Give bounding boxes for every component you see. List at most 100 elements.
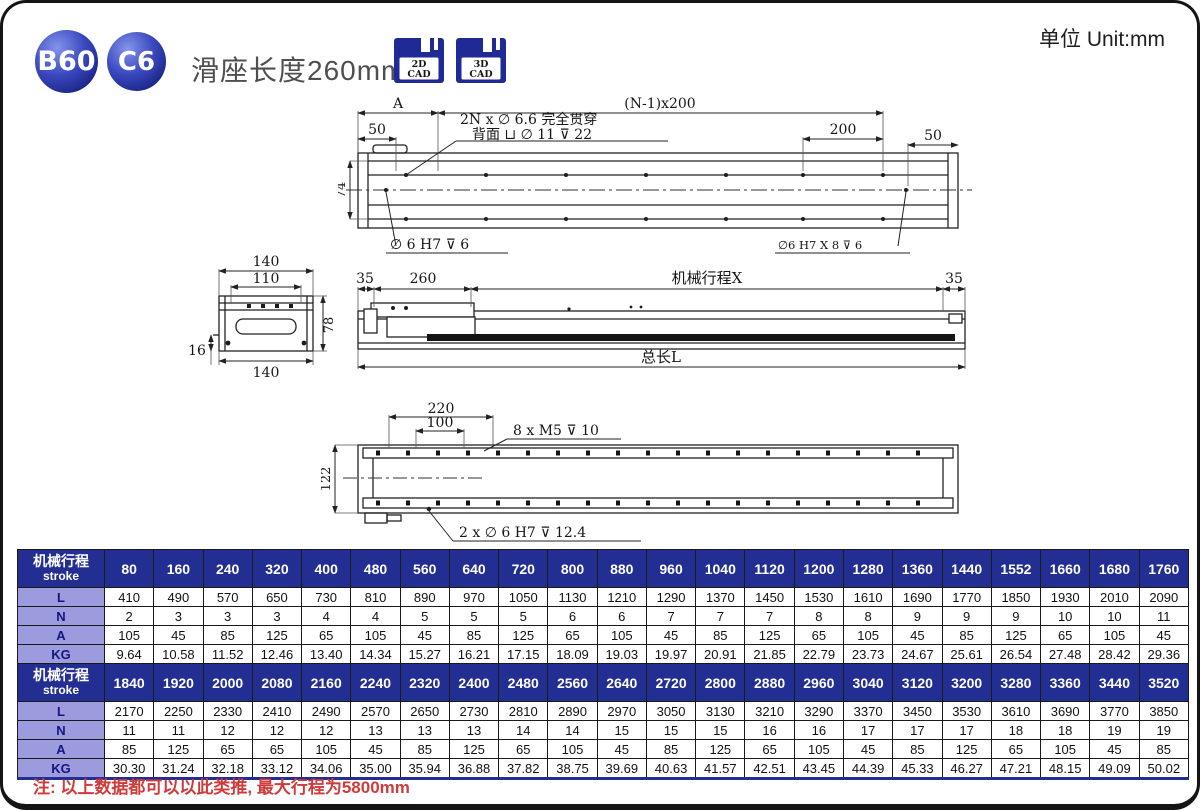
value-cell: 42.51 [744,758,795,779]
value-cell: 13 [350,720,401,740]
value-cell: 45 [1138,625,1190,645]
stroke-header-cell: 1120 [744,549,795,588]
value-cell: 1770 [941,587,992,607]
value-cell: 19 [1138,720,1190,740]
value-cell: 105 [596,625,647,645]
value-cell: 37.82 [498,758,549,779]
value-cell: 2250 [153,701,204,721]
stroke-header-cell: 2400 [448,663,500,702]
stroke-header-cell: 2320 [399,663,450,702]
value-cell: 3530 [941,701,992,721]
value-cell: 65 [1040,625,1091,645]
stroke-header-cell: 2160 [301,663,352,702]
stroke-header-cell: 1200 [793,549,844,588]
table-row: L 410 490 570 650 730 810 890 970 1050 1130 1210 129… [17,587,1190,607]
value-cell: 14 [498,720,549,740]
stroke-header-cell: 320 [251,549,303,588]
slider-block [370,302,475,318]
value-cell: 26.54 [990,644,1042,664]
row-label-cell: A [17,739,105,759]
stroke-header-cell: 400 [301,549,352,588]
value-cell: 7 [744,606,795,626]
table-row: KG 9.64 10.58 11.52 12.46 13.40 14.34 15.27 16.2… [17,644,1190,664]
stroke-header-cell: 880 [596,549,647,588]
grease-port [372,144,408,154]
stroke-label-zh: 机械行程 [33,667,89,684]
stroke-header-cell: 1552 [990,549,1042,588]
value-cell: 2010 [1089,587,1140,607]
unit-label: 单位 Unit:mm [1039,28,1165,51]
value-cell: 50.02 [1138,758,1190,779]
value-cell: 45 [153,625,204,645]
value-cell: 125 [448,739,500,759]
value-cell: 13 [399,720,450,740]
value-cell: 1690 [892,587,943,607]
value-cell: 4 [350,606,401,626]
value-cell: 105 [1040,739,1091,759]
value-cell: 45 [645,625,697,645]
stroke-header-label: 机械行程 stroke [17,549,105,588]
value-cell: 18 [1040,720,1091,740]
tap-note: 8 x M5 ⊽ 10 [513,423,599,439]
side-view-drawing: 35 260 机械行程X 35 总长L [356,269,966,370]
value-cell: 1610 [842,587,894,607]
value-cell: 17 [892,720,943,740]
bottom-view-drawing: 220 100 8 x M5 ⊽ 10 122 2 x ∅ 6 H7 ⊽ 12.… [321,401,959,542]
stroke-header-cell: 2880 [744,663,795,702]
value-cell: 11 [153,720,204,740]
value-cell: 125 [990,625,1042,645]
stroke-header-cell: 2960 [793,663,844,702]
stroke-header-cell: 2000 [202,663,253,702]
hole-note-line2: 背面 ⊔ ∅ 11 ⊽ 22 [472,127,592,143]
value-cell: 23.73 [842,644,894,664]
value-cell: 105 [547,739,598,759]
value-cell: 28.42 [1089,644,1140,664]
row-label-cell: KG [17,758,105,779]
value-cell: 1210 [596,587,647,607]
stroke-header-cell: 3280 [990,663,1042,702]
value-cell: 85 [645,739,697,759]
stroke-header-cell: 1680 [1089,549,1140,588]
value-cell: 8 [842,606,894,626]
floppy-disk-icon: 3D CAD [456,38,506,83]
value-cell: 12 [301,720,352,740]
value-cell: 9 [941,606,992,626]
hole-note-line1: 2N x ∅ 6.6 完全贯穿 [460,111,597,128]
value-cell: 45 [350,739,401,759]
value-cell: 1930 [1040,587,1091,607]
value-cell: 85 [399,739,450,759]
dim-50-right: 50 [924,128,942,144]
mounting-holes [384,173,908,221]
value-cell: 6 [596,606,647,626]
value-cell: 65 [990,739,1042,759]
dim-100: 100 [427,415,454,431]
stroke-header-cell: 2560 [547,663,598,702]
value-cell: 19.97 [645,644,697,664]
section-outline [218,295,314,352]
stroke-header-cell: 3520 [1138,663,1190,702]
stroke-header-cell: 800 [547,549,598,588]
value-cell: 490 [153,587,204,607]
value-cell: 105 [842,625,894,645]
value-cell: 35.00 [350,758,401,779]
value-cell: 1370 [695,587,746,607]
total-length-label: 总长L [641,348,681,366]
value-cell: 44.39 [842,758,894,779]
stroke-header-cell: 1660 [1040,549,1091,588]
value-cell: 17 [941,720,992,740]
row-label-cell: N [17,720,105,740]
value-cell: 35.94 [399,758,450,779]
stroke-header-cell: 2720 [645,663,697,702]
stroke-header-cell: 560 [399,549,450,588]
dim-122: 122 [321,467,334,492]
stroke-header-cell: 2480 [498,663,549,702]
value-cell: 18.09 [547,644,598,664]
cad-2d-download-icon[interactable]: 2D CAD [393,37,445,84]
cad-3d-download-icon[interactable]: 3D CAD [455,37,507,84]
value-cell: 3 [251,606,303,626]
value-cell: 810 [350,587,401,607]
stroke-header-cell: 240 [202,549,253,588]
value-cell: 105 [103,625,155,645]
value-cell: 3690 [1040,701,1091,721]
stroke-header-cell: 3440 [1089,663,1140,702]
